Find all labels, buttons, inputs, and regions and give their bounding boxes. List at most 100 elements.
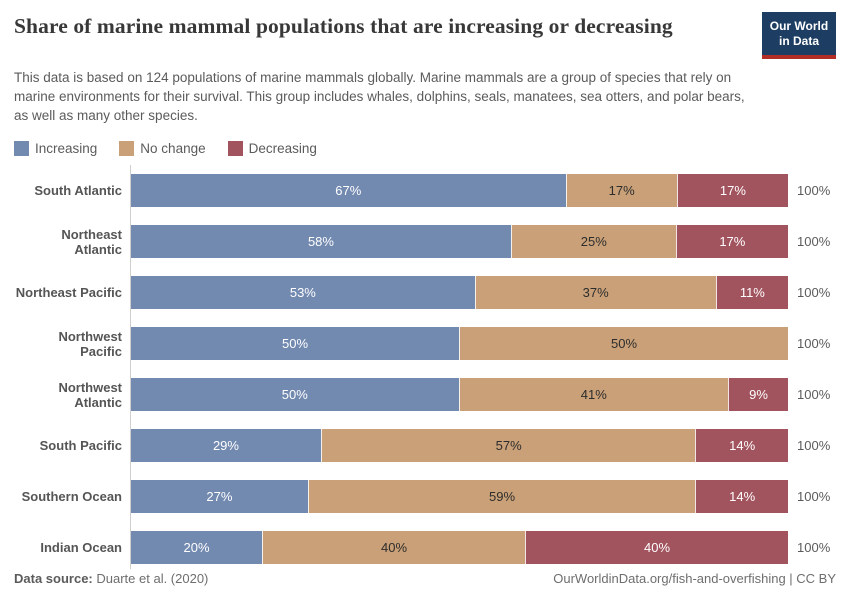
- bar-segment-value: 53%: [289, 285, 316, 301]
- row-label: South Atlantic: [34, 183, 122, 199]
- bar-segment-no-change[interactable]: 25%: [510, 225, 676, 259]
- bar-row: Northwest Atlantic 50% 41% 9% 100%: [14, 378, 836, 412]
- legend-label: No change: [140, 141, 206, 157]
- row-label: South Pacific: [39, 438, 122, 454]
- row-total-label: 100%: [797, 336, 831, 352]
- bar-row: Northeast Pacific 53% 37% 11% 100%: [14, 276, 836, 310]
- bar-track: 50% 50%: [131, 327, 788, 361]
- bar-track: 29% 57% 14%: [131, 429, 788, 463]
- bar-segment-no-change[interactable]: 59%: [307, 480, 696, 514]
- bar-track: 58% 25% 17%: [131, 225, 788, 259]
- bar-row: Northwest Pacific 50% 50% 100%: [14, 327, 836, 361]
- row-total-label: 100%: [797, 387, 831, 403]
- bar-segment-value: 17%: [719, 234, 746, 250]
- bar-segment-value: 20%: [183, 540, 210, 556]
- legend-swatch-icon: [227, 141, 243, 157]
- row-label: Northwest Pacific: [58, 328, 122, 359]
- row-label: Indian Ocean: [40, 540, 122, 556]
- bar-segment-increasing[interactable]: 58%: [131, 225, 511, 259]
- row-label: Southern Ocean: [21, 489, 122, 505]
- legend-label: Increasing: [35, 141, 98, 157]
- legend-item-increasing[interactable]: Increasing: [14, 141, 98, 157]
- data-source-label: Data source:: [14, 571, 93, 586]
- bar-segment-value: 50%: [610, 336, 638, 352]
- bar-segment-value: 41%: [580, 387, 607, 403]
- legend: Increasing No change Decreasing: [14, 141, 836, 157]
- bar-segment-no-change[interactable]: 50%: [459, 327, 788, 361]
- bar-segment-value: 50%: [281, 387, 308, 403]
- bar-segment-increasing[interactable]: 50%: [131, 327, 459, 361]
- data-source-value: Duarte et al. (2020): [96, 571, 209, 586]
- bar-segment-increasing[interactable]: 67%: [131, 174, 566, 208]
- bar-segment-value: 59%: [489, 489, 516, 505]
- bar-row: Southern Ocean 27% 59% 14% 100%: [14, 480, 836, 514]
- legend-item-decreasing[interactable]: Decreasing: [227, 141, 317, 157]
- bar-rows: South Atlantic 67% 17% 17% 100% Northeast Atl…: [14, 174, 836, 565]
- bar-segment-value: 67%: [335, 183, 362, 199]
- legend-swatch-icon: [14, 141, 29, 157]
- header: Share of marine mammal populations that …: [14, 12, 836, 59]
- legend-label: Decreasing: [248, 141, 317, 157]
- bar-segment-increasing[interactable]: 20%: [131, 531, 262, 565]
- row-label: Northeast Pacific: [15, 285, 122, 301]
- legend-item-no-change[interactable]: No change: [119, 141, 206, 157]
- bar-track: 50% 41% 9%: [131, 378, 788, 412]
- bar-segment-increasing[interactable]: 27%: [131, 480, 308, 514]
- bar-segment-value: 37%: [582, 285, 609, 301]
- bar-segment-increasing[interactable]: 53%: [131, 276, 475, 310]
- bar-row: Northeast Atlantic 58% 25% 17% 100%: [14, 225, 836, 259]
- bar-segment-value: 17%: [608, 183, 635, 199]
- bar-segment-no-change[interactable]: 40%: [262, 531, 525, 565]
- bar-segment-increasing[interactable]: 50%: [131, 378, 459, 412]
- bar-segment-value: 29%: [212, 438, 239, 454]
- bar-segment-no-change[interactable]: 37%: [474, 276, 716, 310]
- bar-segment-value: 25%: [580, 234, 607, 250]
- page-title: Share of marine mammal populations that …: [14, 14, 673, 38]
- data-source: Data source: Duarte et al. (2020): [14, 571, 208, 586]
- y-axis-line: [130, 165, 131, 570]
- bar-segment-value: 11%: [739, 285, 765, 301]
- bar-segment-value: 58%: [307, 234, 334, 250]
- bar-segment-decreasing[interactable]: 11%: [715, 276, 789, 310]
- bar-segment-increasing[interactable]: 29%: [131, 429, 321, 463]
- row-label: Northeast Atlantic: [61, 226, 122, 257]
- bar-segment-value: 57%: [495, 438, 522, 454]
- row-label: Northwest Atlantic: [58, 379, 122, 410]
- bar-segment-value: 50%: [281, 336, 309, 352]
- bar-track: 27% 59% 14%: [131, 480, 788, 514]
- bar-segment-value: 17%: [719, 183, 746, 199]
- bar-segment-value: 40%: [643, 540, 671, 556]
- bar-row: South Pacific 29% 57% 14% 100%: [14, 429, 836, 463]
- bar-segment-no-change[interactable]: 17%: [565, 174, 677, 208]
- owid-logo-line1: Our World: [769, 19, 829, 33]
- bar-segment-decreasing[interactable]: 9%: [728, 378, 788, 412]
- bar-track: 67% 17% 17%: [131, 174, 788, 208]
- row-total-label: 100%: [797, 285, 831, 301]
- bar-segment-value: 27%: [206, 489, 233, 505]
- bar-segment-value: 14%: [729, 438, 756, 454]
- bar-segment-decreasing[interactable]: 14%: [695, 429, 788, 463]
- bar-segment-no-change[interactable]: 41%: [458, 378, 729, 412]
- row-total-label: 100%: [797, 234, 831, 250]
- bar-segment-decreasing[interactable]: 17%: [675, 225, 788, 259]
- chart-page: Share of marine mammal populations that …: [14, 12, 836, 570]
- bar-segment-decreasing[interactable]: 17%: [676, 174, 788, 208]
- bar-segment-decreasing[interactable]: 40%: [525, 531, 788, 565]
- bar-segment-value: 9%: [749, 387, 768, 403]
- row-total-label: 100%: [797, 540, 831, 556]
- bar-segment-decreasing[interactable]: 14%: [695, 480, 788, 514]
- bar-chart: South Atlantic 67% 17% 17% 100% Northeast Atl…: [14, 165, 836, 570]
- row-total-label: 100%: [797, 489, 831, 505]
- bar-segment-no-change[interactable]: 57%: [320, 429, 696, 463]
- bar-segment-value: 14%: [729, 489, 756, 505]
- bar-track: 53% 37% 11%: [131, 276, 789, 310]
- bar-row: South Atlantic 67% 17% 17% 100%: [14, 174, 836, 208]
- owid-logo: Our World in Data: [762, 12, 836, 59]
- row-total-label: 100%: [797, 183, 831, 199]
- bar-row: Indian Ocean 20% 40% 40% 100%: [14, 531, 836, 565]
- bar-track: 20% 40% 40%: [131, 531, 788, 565]
- chart-subtitle: This data is based on 124 populations of…: [14, 70, 745, 124]
- bar-segment-value: 40%: [380, 540, 408, 556]
- owid-logo-line2: in Data: [778, 34, 819, 48]
- license-url: OurWorldinData.org/fish-and-overfishing …: [553, 571, 836, 586]
